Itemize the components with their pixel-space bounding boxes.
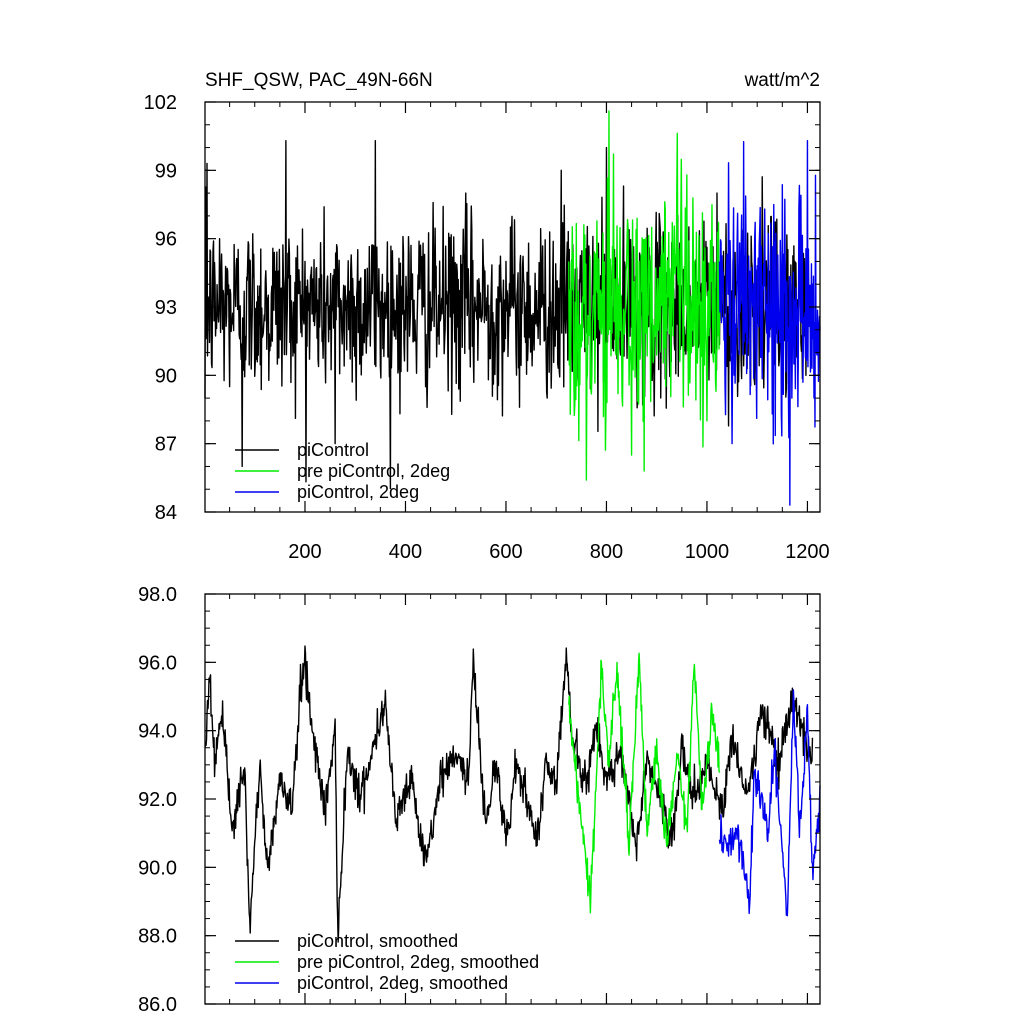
legend-label-pre-picontrol-2deg: pre piControl, 2deg (297, 461, 450, 481)
top-panel-ticks: 84 87 90 93 96 99 102 200 400 600 800 1000 1200 (144, 92, 830, 563)
y-tick-label: 96.0 (138, 652, 177, 674)
series-line-picontrol-2deg-smoothed (718, 689, 821, 917)
x-tick-label: 200 (288, 541, 321, 563)
y-tick-label: 90 (155, 365, 177, 387)
series-line-pre-picontrol-2deg-smoothed (568, 652, 721, 914)
legend-label-picontrol-2deg-smoothed: piControl, 2deg, smoothed (297, 973, 508, 993)
y-tick-label: 99 (155, 160, 177, 182)
series-line-picontrol (204, 140, 809, 490)
y-tick-label: 84 (155, 502, 177, 524)
y-tick-label: 90.0 (138, 857, 177, 879)
x-tick-label: 600 (489, 541, 522, 563)
series-line-picontrol-smoothed (204, 645, 814, 943)
y-tick-label: 93 (155, 297, 177, 319)
y-tick-label: 102 (144, 92, 177, 114)
legend-label-picontrol-2deg: piControl, 2deg (297, 482, 419, 502)
y-tick-label: 98.0 (138, 584, 177, 606)
y-tick-label: 86.0 (138, 994, 177, 1016)
series-line-picontrol-2deg (718, 140, 821, 506)
y-tick-label: 94.0 (138, 721, 177, 743)
top-panel-frame (204, 101, 821, 513)
series-line-pre-picontrol-2deg (568, 110, 721, 481)
bottom-panel-frame (204, 593, 821, 1005)
bottom-panel-ticks: 86.0 88.0 90.0 92.0 94.0 96.0 98.0 (138, 584, 820, 1016)
bottom-panel: 86.0 88.0 90.0 92.0 94.0 96.0 98.0 piControl, … (138, 584, 821, 1016)
top-panel-units: watt/m^2 (744, 70, 820, 91)
x-tick-label: 1000 (685, 541, 730, 563)
bottom-panel-series (204, 645, 821, 943)
x-tick-label: 800 (590, 541, 623, 563)
top-panel-title: SHF_QSW, PAC_49N-66N (205, 70, 433, 91)
top-panel: SHF_QSW, PAC_49N-66N watt/m^2 84 87 90 93 96… (144, 70, 830, 563)
x-tick-label: 400 (389, 541, 422, 563)
top-panel-series (204, 110, 821, 506)
x-tick-label: 1200 (785, 541, 830, 563)
y-tick-label: 88.0 (138, 926, 177, 948)
legend-label-picontrol-smoothed: piControl, smoothed (297, 931, 458, 951)
y-tick-label: 96 (155, 229, 177, 251)
legend-label-picontrol: piControl (297, 440, 369, 460)
legend-label-pre-picontrol-2deg-smoothed: pre piControl, 2deg, smoothed (297, 952, 539, 972)
y-tick-label: 87 (155, 434, 177, 456)
y-tick-label: 92.0 (138, 789, 177, 811)
